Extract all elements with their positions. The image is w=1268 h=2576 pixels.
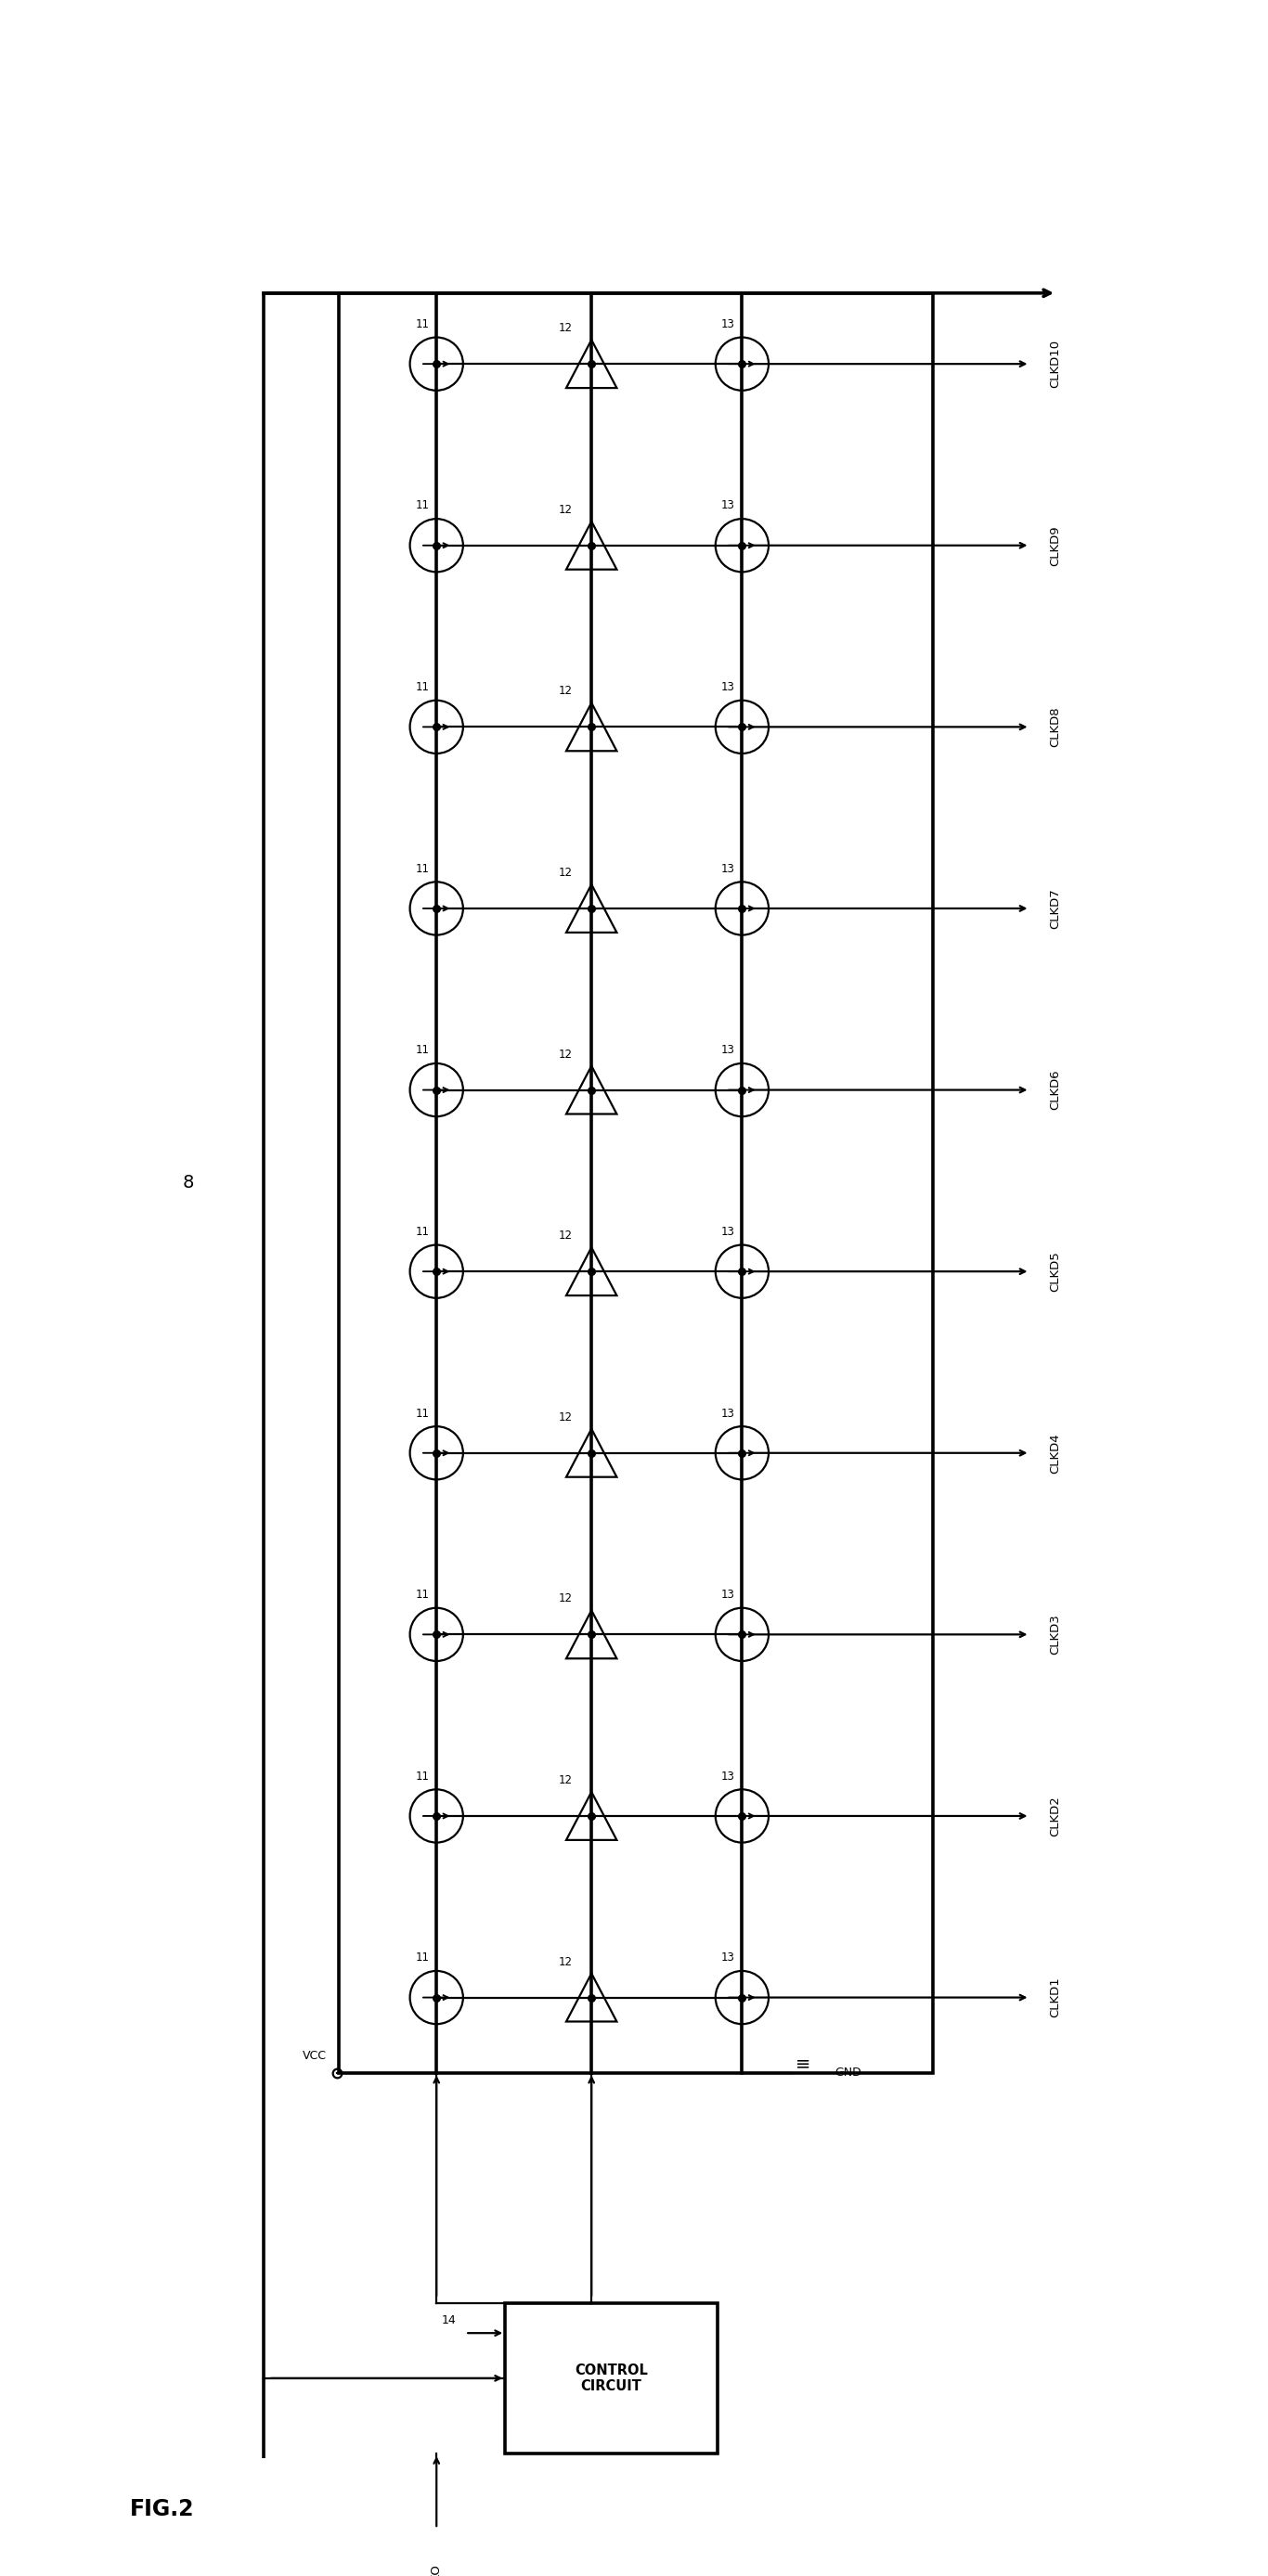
Text: CLKD6: CLKD6 <box>1050 1069 1061 1110</box>
Text: 13: 13 <box>721 319 735 330</box>
Text: 8: 8 <box>183 1175 194 1193</box>
Text: 13: 13 <box>721 1953 735 1963</box>
Text: CLKD8: CLKD8 <box>1050 706 1061 747</box>
Text: 13: 13 <box>721 1043 735 1056</box>
Text: CLKD2: CLKD2 <box>1050 1795 1061 1837</box>
Text: 13: 13 <box>721 1589 735 1600</box>
Text: 11: 11 <box>416 1589 430 1600</box>
Text: 11: 11 <box>416 1770 430 1783</box>
Text: CONTROL
CIRCUIT: CONTROL CIRCUIT <box>574 2362 648 2393</box>
Text: CLKD3: CLKD3 <box>1050 1615 1061 1654</box>
Text: 13: 13 <box>721 500 735 513</box>
Text: 11: 11 <box>416 500 430 513</box>
Text: 12: 12 <box>558 1955 572 1968</box>
Text: 13: 13 <box>721 863 735 876</box>
Text: 13: 13 <box>721 680 735 693</box>
Text: 12: 12 <box>558 1592 572 1605</box>
Text: 11: 11 <box>416 319 430 330</box>
Text: CLKD10: CLKD10 <box>1050 340 1061 389</box>
Text: FIG.2: FIG.2 <box>129 2499 194 2519</box>
Text: CLKD4: CLKD4 <box>1050 1432 1061 1473</box>
Text: ≡: ≡ <box>795 2056 810 2074</box>
Text: 11: 11 <box>416 1953 430 1963</box>
Text: 12: 12 <box>558 866 572 878</box>
Text: 13: 13 <box>721 1226 735 1239</box>
Text: GND: GND <box>836 2066 862 2079</box>
Text: 11: 11 <box>416 1226 430 1239</box>
Text: VCC: VCC <box>303 2050 327 2063</box>
Text: CLKD1: CLKD1 <box>1050 1978 1061 2017</box>
Text: 12: 12 <box>558 1775 572 1785</box>
Text: 12: 12 <box>558 505 572 515</box>
Text: 11: 11 <box>416 863 430 876</box>
Text: 12: 12 <box>558 1229 572 1242</box>
Text: 12: 12 <box>558 685 572 698</box>
Text: 11: 11 <box>416 1043 430 1056</box>
Text: 13: 13 <box>721 1406 735 1419</box>
Text: 11: 11 <box>416 680 430 693</box>
Text: 11: 11 <box>416 1406 430 1419</box>
Text: CLKD7: CLKD7 <box>1050 889 1061 930</box>
Text: 12: 12 <box>558 322 572 335</box>
Text: 12: 12 <box>558 1412 572 1425</box>
Text: CLKO: CLKO <box>430 2563 443 2576</box>
Text: CLKD9: CLKD9 <box>1050 526 1061 567</box>
Text: 14: 14 <box>441 2313 456 2326</box>
Text: CLKD5: CLKD5 <box>1050 1252 1061 1291</box>
Text: 12: 12 <box>558 1048 572 1061</box>
Text: 13: 13 <box>721 1770 735 1783</box>
